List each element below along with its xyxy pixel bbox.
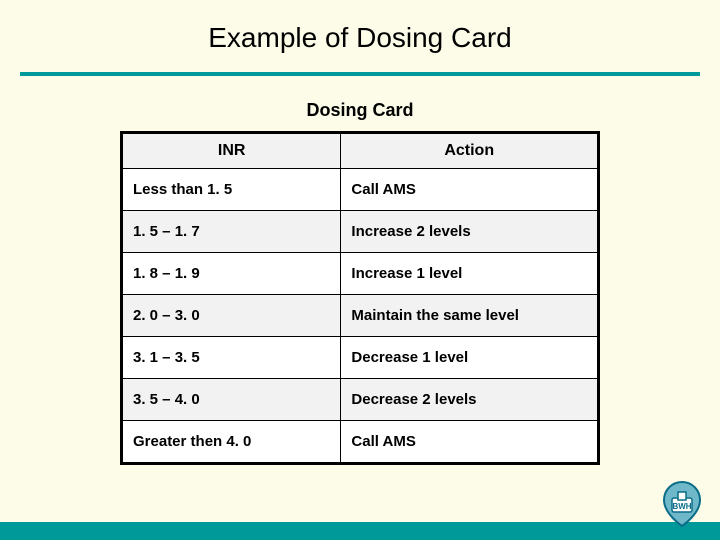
table-row: 1. 5 – 1. 7 Increase 2 levels <box>122 211 599 253</box>
inr-cell: 1. 8 – 1. 9 <box>122 253 341 295</box>
slide: Example of Dosing Card Dosing Card INR A… <box>0 0 720 540</box>
inr-cell: Less than 1. 5 <box>122 169 341 211</box>
header-row: INR Action <box>122 133 599 169</box>
slide-title: Example of Dosing Card <box>0 0 720 72</box>
inr-cell: Greater then 4. 0 <box>122 421 341 464</box>
col-inr-header: INR <box>122 133 341 169</box>
dosing-table: INR Action Less than 1. 5 Call AMS 1. 5 … <box>120 131 600 465</box>
action-cell: Maintain the same level <box>341 295 599 337</box>
inr-cell: 2. 0 – 3. 0 <box>122 295 341 337</box>
action-cell: Decrease 1 level <box>341 337 599 379</box>
table-row: 3. 5 – 4. 0 Decrease 2 levels <box>122 379 599 421</box>
bwh-logo-icon: BWH <box>658 480 706 528</box>
inr-cell: 3. 5 – 4. 0 <box>122 379 341 421</box>
action-cell: Increase 2 levels <box>341 211 599 253</box>
inr-cell: 3. 1 – 3. 5 <box>122 337 341 379</box>
table-row: Less than 1. 5 Call AMS <box>122 169 599 211</box>
table-row: 3. 1 – 3. 5 Decrease 1 level <box>122 337 599 379</box>
table-row: 2. 0 – 3. 0 Maintain the same level <box>122 295 599 337</box>
table-row: Greater then 4. 0 Call AMS <box>122 421 599 464</box>
table-caption: Dosing Card <box>120 94 600 131</box>
svg-text:BWH: BWH <box>672 502 691 511</box>
col-action-header: Action <box>341 133 599 169</box>
action-cell: Call AMS <box>341 421 599 464</box>
action-cell: Call AMS <box>341 169 599 211</box>
action-cell: Decrease 2 levels <box>341 379 599 421</box>
footer-bar <box>0 522 720 540</box>
table-row: 1. 8 – 1. 9 Increase 1 level <box>122 253 599 295</box>
title-underline <box>20 72 700 76</box>
dosing-table-container: Dosing Card INR Action Less than 1. 5 Ca… <box>120 94 600 465</box>
action-cell: Increase 1 level <box>341 253 599 295</box>
inr-cell: 1. 5 – 1. 7 <box>122 211 341 253</box>
